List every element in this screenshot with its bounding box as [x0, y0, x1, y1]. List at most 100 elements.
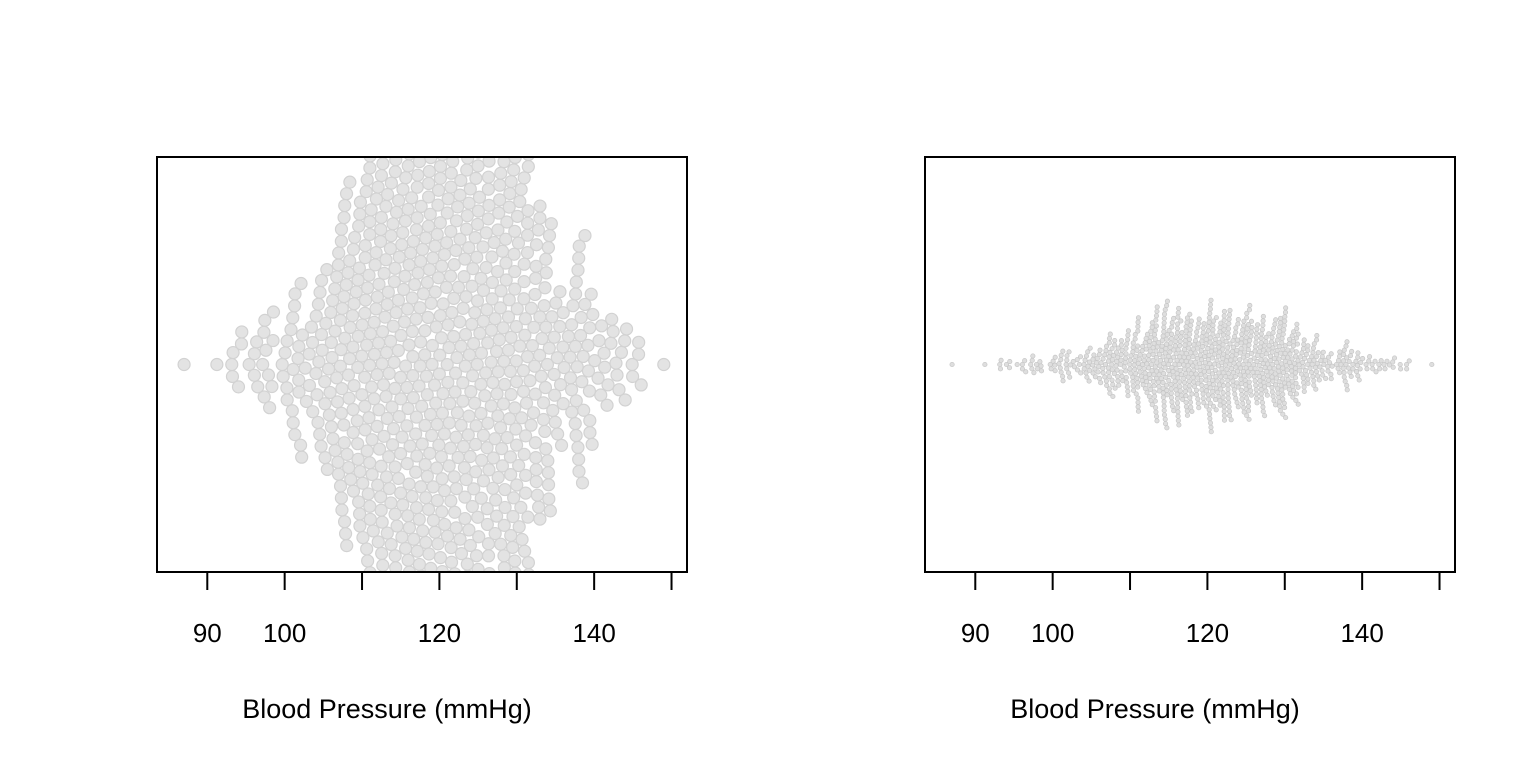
- data-point: [295, 450, 309, 464]
- data-point: [360, 173, 374, 187]
- data-point: [352, 219, 366, 233]
- data-point: [388, 261, 402, 275]
- data-point: [451, 200, 465, 214]
- data-point: [464, 128, 476, 140]
- data-point: [461, 157, 475, 165]
- data-point: [610, 368, 624, 382]
- data-point: [424, 73, 436, 85]
- data-point: [1244, 310, 1250, 316]
- data-point: [393, 370, 408, 384]
- data-point: [437, 427, 452, 441]
- data-point: [378, 134, 390, 146]
- data-point: [444, 494, 458, 508]
- data-point: [459, 290, 473, 304]
- data-point: [305, 335, 320, 350]
- data-point: [1255, 322, 1261, 328]
- data-point: [406, 234, 421, 248]
- data-point: [1123, 368, 1129, 374]
- data-point: [1208, 297, 1214, 303]
- data-point: [1243, 330, 1249, 336]
- data-point: [521, 555, 536, 570]
- data-point: [363, 161, 377, 175]
- data-point: [449, 584, 461, 596]
- data-point: [529, 451, 543, 465]
- data-point: [412, 652, 424, 664]
- data-point: [1207, 339, 1213, 345]
- data-point: [1187, 395, 1193, 401]
- data-point: [1123, 351, 1129, 357]
- data-point: [481, 212, 495, 226]
- data-point: [454, 173, 468, 188]
- data-point: [1161, 315, 1167, 322]
- data-point: [1125, 388, 1131, 394]
- data-point: [1337, 349, 1343, 355]
- data-point: [1230, 370, 1236, 376]
- data-point: [1258, 366, 1264, 373]
- data-point: [1384, 358, 1390, 364]
- data-point: [256, 357, 270, 372]
- data-point: [476, 9, 488, 21]
- data-point: [477, 0, 489, 9]
- data-point: [1301, 384, 1307, 390]
- data-point: [1221, 383, 1227, 389]
- data-point: [1030, 353, 1036, 359]
- data-point: [1222, 362, 1228, 368]
- data-point: [456, 376, 470, 390]
- data-point: [413, 301, 427, 315]
- data-point: [1323, 375, 1329, 381]
- data-point: [451, 450, 465, 465]
- data-point: [523, 137, 535, 149]
- data-point: [1183, 370, 1189, 376]
- data-point: [340, 447, 354, 461]
- data-point: [391, 41, 403, 53]
- data-point: [393, 447, 408, 461]
- data-point: [1149, 324, 1155, 330]
- data-point: [1270, 361, 1276, 368]
- data-point: [1207, 411, 1213, 417]
- data-point: [330, 371, 344, 385]
- data-point: [585, 437, 599, 451]
- data-point: [1113, 363, 1119, 369]
- data-point: [440, 357, 454, 372]
- data-point: [1360, 356, 1366, 362]
- data-point: [501, 343, 516, 357]
- data-point: [517, 171, 531, 185]
- data-point: [1174, 330, 1180, 336]
- data-point: [383, 655, 395, 667]
- data-point: [488, 312, 502, 326]
- data-point: [406, 680, 418, 692]
- data-point: [456, 0, 468, 6]
- data-point: [1146, 343, 1152, 349]
- data-point: [398, 269, 412, 283]
- data-point: [597, 346, 611, 360]
- data-point: [518, 544, 532, 558]
- data-point: [1206, 380, 1212, 386]
- data-point: [472, 653, 484, 665]
- data-point: [318, 451, 332, 465]
- data-point: [572, 464, 586, 478]
- data-point: [401, 159, 415, 173]
- data-point: [1202, 373, 1208, 379]
- data-point: [1310, 345, 1316, 351]
- data-point: [1164, 392, 1170, 398]
- data-point: [1118, 338, 1125, 344]
- data-point: [442, 459, 456, 473]
- data-point: [1156, 340, 1162, 346]
- data-point: [408, 277, 422, 292]
- data-point: [1280, 331, 1286, 337]
- data-point: [1344, 355, 1350, 361]
- data-point: [1319, 368, 1325, 374]
- data-point: [1148, 361, 1155, 368]
- data-point: [391, 471, 406, 486]
- data-point: [320, 263, 334, 277]
- data-point: [584, 287, 598, 301]
- data-point: [420, 388, 434, 402]
- x-tick-label: 100: [1031, 618, 1074, 648]
- data-point: [1146, 371, 1152, 377]
- data-point: [1186, 341, 1192, 347]
- data-point: [502, 293, 516, 307]
- data-point: [1260, 404, 1266, 410]
- data-point: [1028, 361, 1034, 368]
- data-point: [1180, 396, 1186, 402]
